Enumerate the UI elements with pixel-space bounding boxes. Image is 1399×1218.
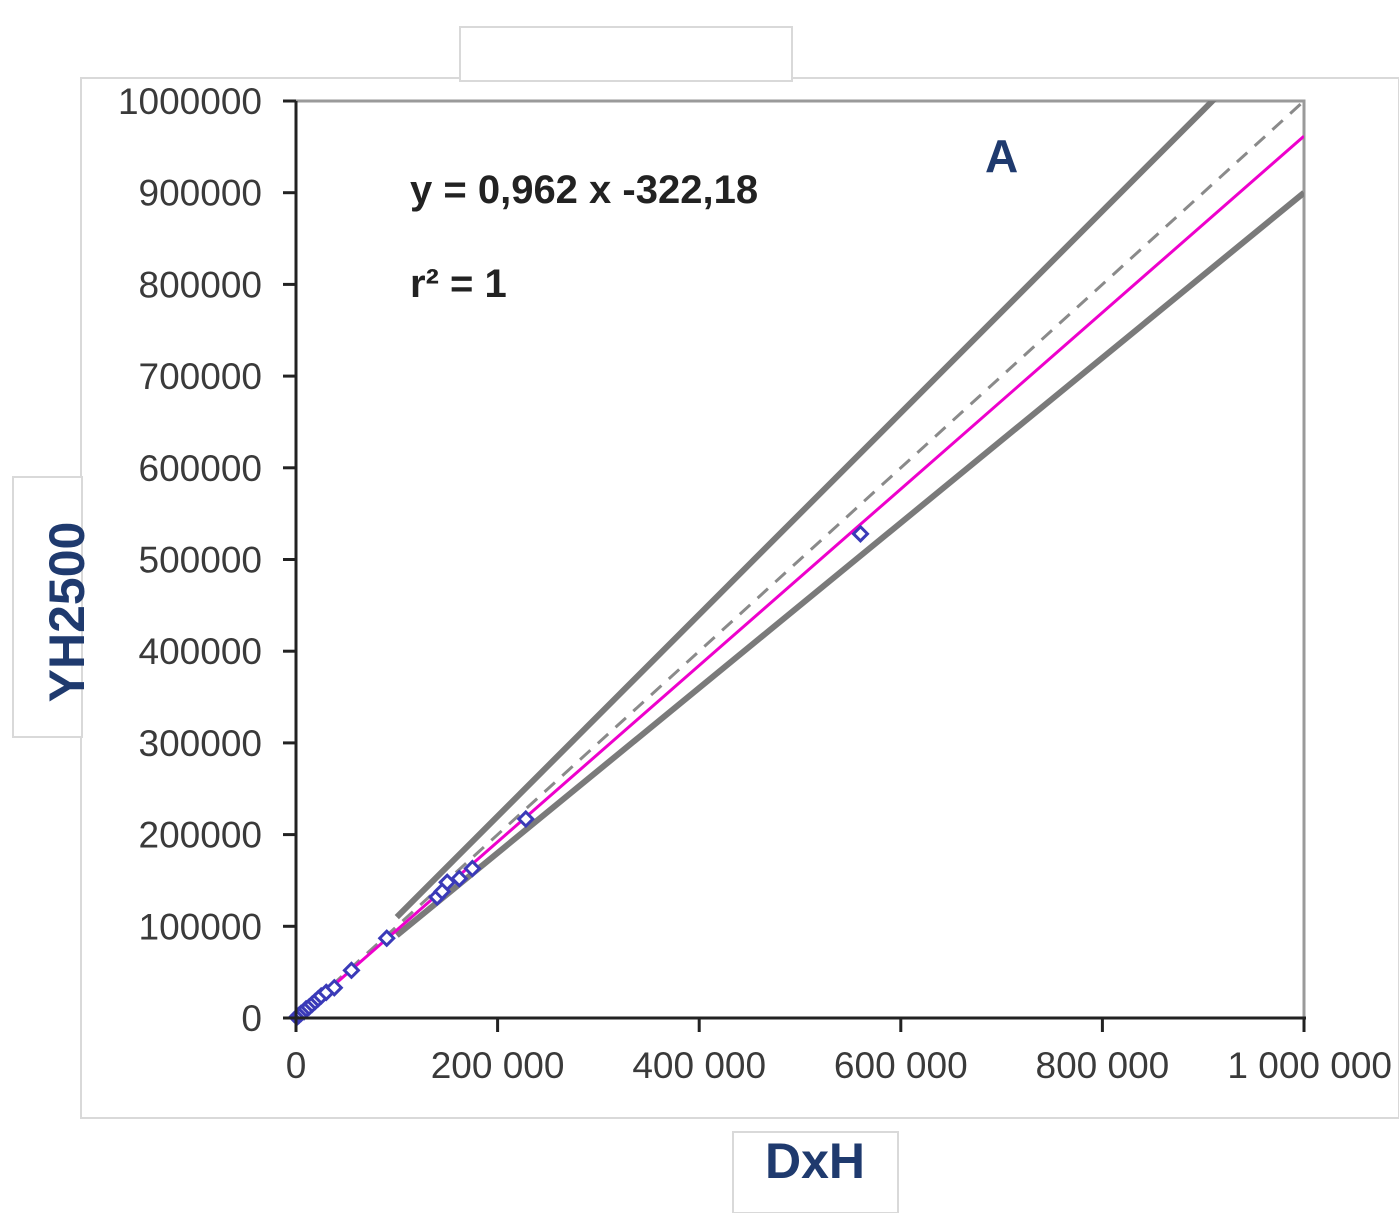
equation-annotation: y = 0,962 x -322,18 <box>410 168 758 212</box>
x-axis-label: DxH <box>765 1133 865 1189</box>
points-layer <box>287 524 870 1027</box>
x-tick-label: 400 000 <box>632 1045 766 1086</box>
y-tick-label: 700000 <box>139 356 262 397</box>
data-point <box>342 961 361 980</box>
ylabel-box <box>12 476 83 738</box>
y-tick-label: 400000 <box>139 631 262 672</box>
ticks-layer: 0 100000 200000 300000 400000 500000 600000 700… <box>118 81 1392 1086</box>
r-squared-annotation: r² = 1 <box>410 262 507 306</box>
data-point <box>325 978 344 997</box>
identity-line <box>296 101 1304 1018</box>
y-tick-label: 900000 <box>139 173 262 214</box>
limit-line-2 <box>394 190 1304 938</box>
x-tick-label: 600 000 <box>834 1045 968 1086</box>
x-tick-label: 0 <box>286 1045 307 1086</box>
data-point <box>516 809 535 829</box>
x-tick-label: 1 000 000 <box>1227 1045 1392 1086</box>
data-point <box>450 869 469 888</box>
y-tick-label: 0 <box>241 998 262 1039</box>
title-box <box>459 26 793 82</box>
y-tick-label: 300000 <box>139 723 262 764</box>
data-point <box>851 524 870 543</box>
regression-line <box>296 135 1304 1018</box>
x-tick-label: 200 000 <box>431 1045 565 1086</box>
y-tick-label: 500000 <box>139 540 262 581</box>
y-tick-label: 200000 <box>139 815 262 856</box>
data-point <box>463 859 482 878</box>
y-axis-label: YH2500 <box>39 522 95 703</box>
data-point <box>377 929 396 948</box>
y-tick-label: 800000 <box>139 264 262 305</box>
y-tick-label: 100000 <box>139 906 262 947</box>
x-tick-label: 800 000 <box>1036 1045 1170 1086</box>
y-tick-label: 1000000 <box>118 81 262 122</box>
limit-line-1 <box>394 101 1217 920</box>
y-tick-label: 600000 <box>139 448 262 489</box>
lines-layer <box>296 101 1304 1018</box>
panel-label: A <box>985 130 1018 182</box>
